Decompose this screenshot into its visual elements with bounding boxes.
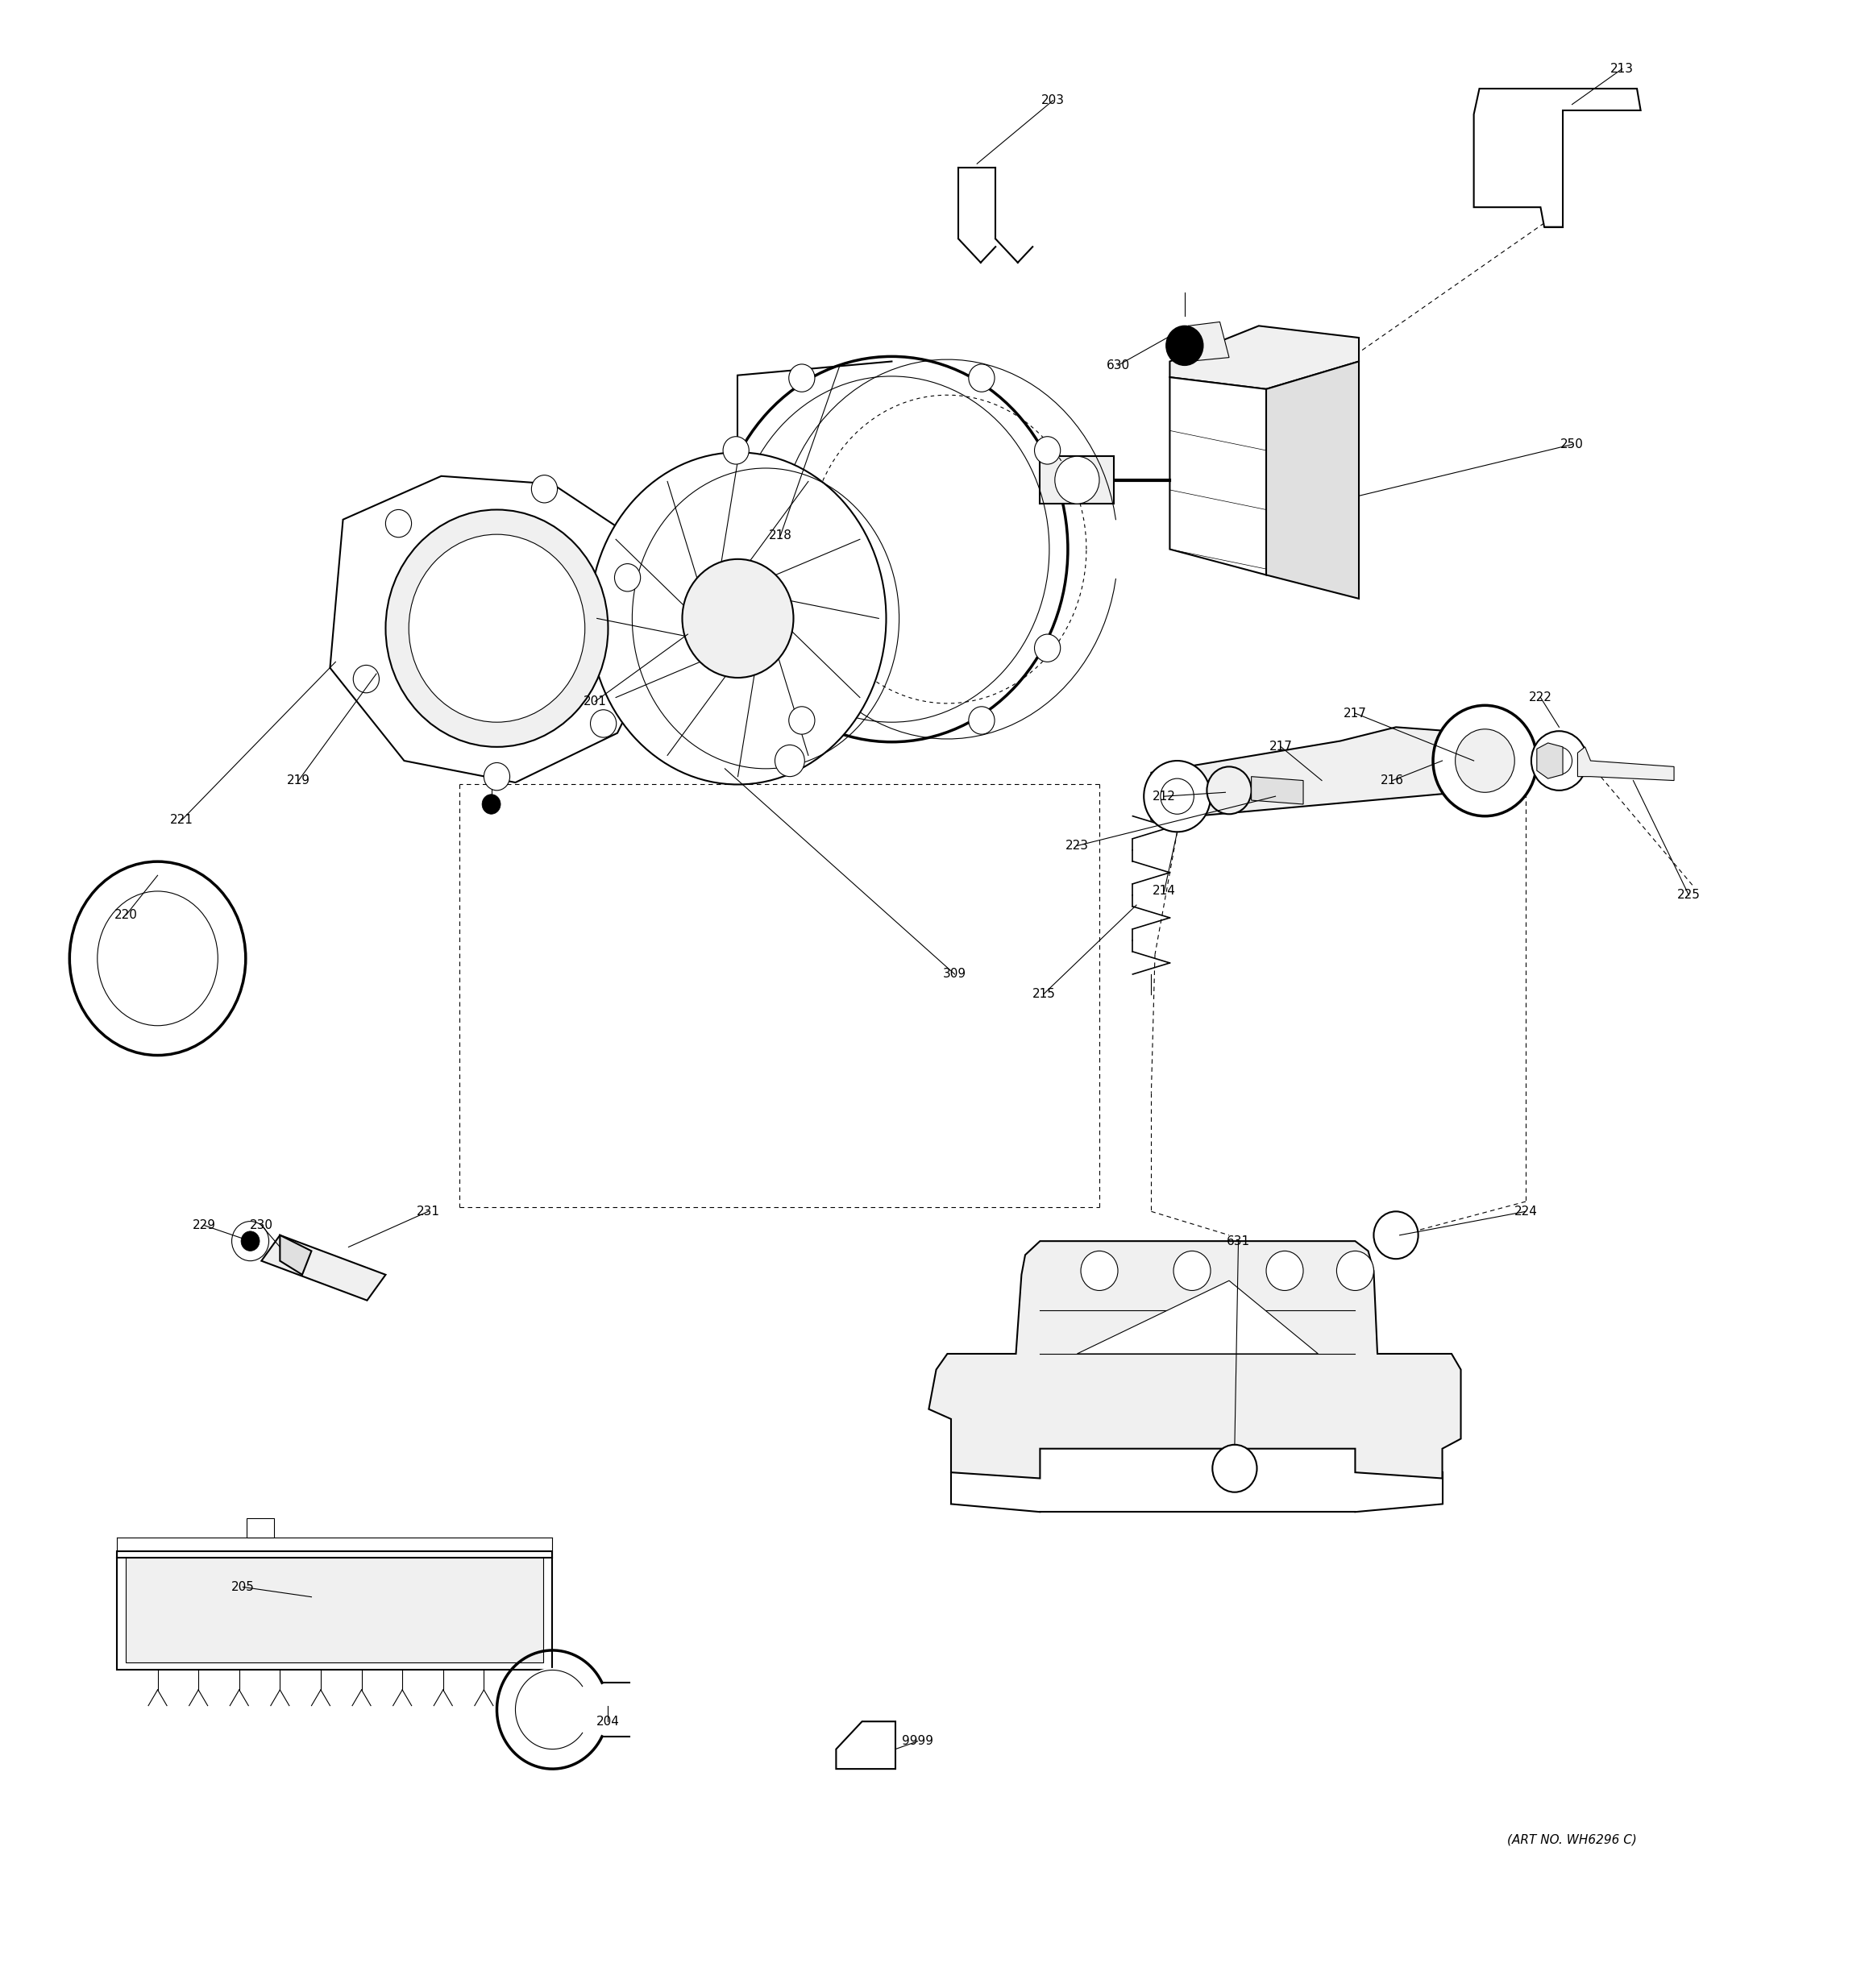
Text: 309: 309 [944,968,966,980]
Text: 222: 222 [1529,692,1552,704]
Polygon shape [330,475,664,783]
Text: (ART NO. WH6296 C): (ART NO. WH6296 C) [1507,1835,1637,1847]
Polygon shape [1188,322,1229,362]
Circle shape [241,1231,259,1250]
Polygon shape [1169,378,1266,575]
Polygon shape [1537,744,1563,779]
Circle shape [789,706,815,734]
Text: 204: 204 [597,1716,619,1728]
Text: 220: 220 [114,909,138,920]
Circle shape [1432,706,1537,817]
Text: 218: 218 [768,529,793,541]
Text: 631: 631 [1227,1235,1250,1246]
Circle shape [1207,767,1251,815]
Ellipse shape [683,559,793,678]
Circle shape [724,437,750,465]
Circle shape [1166,326,1203,366]
Ellipse shape [97,891,218,1026]
Polygon shape [117,1551,552,1670]
Polygon shape [1473,89,1641,227]
Polygon shape [929,1241,1460,1479]
Circle shape [1546,747,1572,775]
Circle shape [789,364,815,392]
Circle shape [386,509,412,537]
Polygon shape [1169,326,1360,390]
Ellipse shape [716,356,1069,742]
Circle shape [1337,1250,1375,1290]
Text: 230: 230 [250,1219,272,1231]
Text: 216: 216 [1380,775,1404,787]
Text: 213: 213 [1611,64,1634,76]
Circle shape [615,565,640,590]
Circle shape [1455,730,1514,793]
Polygon shape [1078,1280,1319,1354]
Circle shape [1035,437,1061,465]
Circle shape [1173,1250,1210,1290]
Circle shape [1266,1250,1304,1290]
Text: 212: 212 [1153,791,1175,803]
Text: 250: 250 [1561,439,1583,451]
Circle shape [1160,779,1194,815]
Text: 224: 224 [1514,1205,1537,1217]
Circle shape [776,746,804,777]
Circle shape [532,475,558,503]
Circle shape [1531,732,1587,791]
Polygon shape [280,1235,311,1274]
Polygon shape [836,1722,895,1769]
Circle shape [1035,634,1061,662]
Text: 630: 630 [1106,360,1130,372]
Circle shape [231,1221,269,1260]
Circle shape [591,710,615,738]
Text: 223: 223 [1065,839,1089,851]
Circle shape [483,763,509,791]
Circle shape [1212,1445,1257,1493]
Circle shape [1375,1211,1417,1258]
Circle shape [968,364,994,392]
Ellipse shape [69,861,246,1056]
Polygon shape [261,1235,386,1300]
Text: 225: 225 [1677,889,1701,901]
Ellipse shape [408,535,586,722]
Polygon shape [1151,728,1529,819]
Polygon shape [1251,777,1304,805]
Polygon shape [1266,362,1360,598]
Circle shape [968,706,994,734]
Polygon shape [127,1557,543,1662]
Polygon shape [1041,457,1113,503]
Circle shape [1143,761,1210,831]
Polygon shape [1578,747,1675,781]
Circle shape [1056,457,1098,503]
Text: 217: 217 [1270,742,1292,753]
Text: 214: 214 [1153,885,1175,897]
Text: 231: 231 [416,1205,440,1217]
Circle shape [352,666,379,694]
Ellipse shape [589,453,886,785]
Text: 201: 201 [584,696,606,708]
Polygon shape [246,1519,274,1537]
Circle shape [481,795,500,815]
Text: 215: 215 [1031,988,1056,1000]
Text: 219: 219 [287,775,310,787]
Text: 217: 217 [1343,708,1367,720]
Text: 229: 229 [192,1219,216,1231]
Text: 221: 221 [170,813,194,827]
Circle shape [724,634,750,662]
Circle shape [1082,1250,1117,1290]
Text: 9999: 9999 [903,1736,932,1747]
Ellipse shape [386,509,608,747]
Text: 205: 205 [231,1580,254,1592]
Text: 203: 203 [1041,95,1065,107]
